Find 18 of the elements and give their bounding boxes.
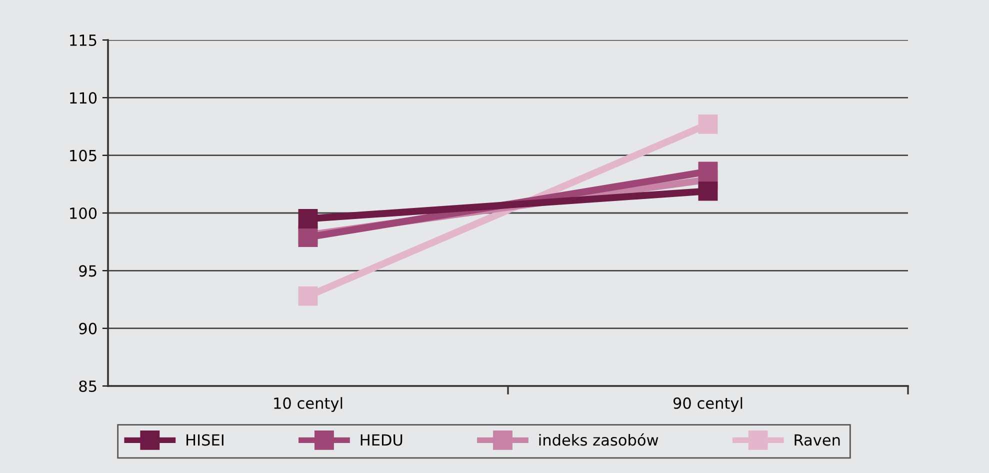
y-tick-label: 110 [70, 92, 97, 104]
y-tick-label: 90 [79, 322, 97, 334]
point [698, 114, 718, 134]
legend-label: HISEI [186, 434, 224, 446]
x-tick-label: 10 centyl [274, 397, 342, 412]
point [298, 286, 318, 306]
x-tick-label: 90 centyl [673, 397, 742, 412]
legend-label: HEDU [360, 434, 402, 446]
y-tick-label: 85 [79, 380, 96, 392]
point [698, 162, 718, 182]
y-tick-label: 100 [70, 207, 97, 220]
legend-label: indeks zasobów [539, 433, 658, 446]
legend-label: Raven [794, 434, 840, 446]
y-tick-label: 105 [70, 150, 96, 162]
point [298, 209, 318, 228]
y-tick-label: 115 [70, 34, 96, 46]
y-tick-label: 95 [79, 265, 96, 277]
point [698, 181, 718, 201]
